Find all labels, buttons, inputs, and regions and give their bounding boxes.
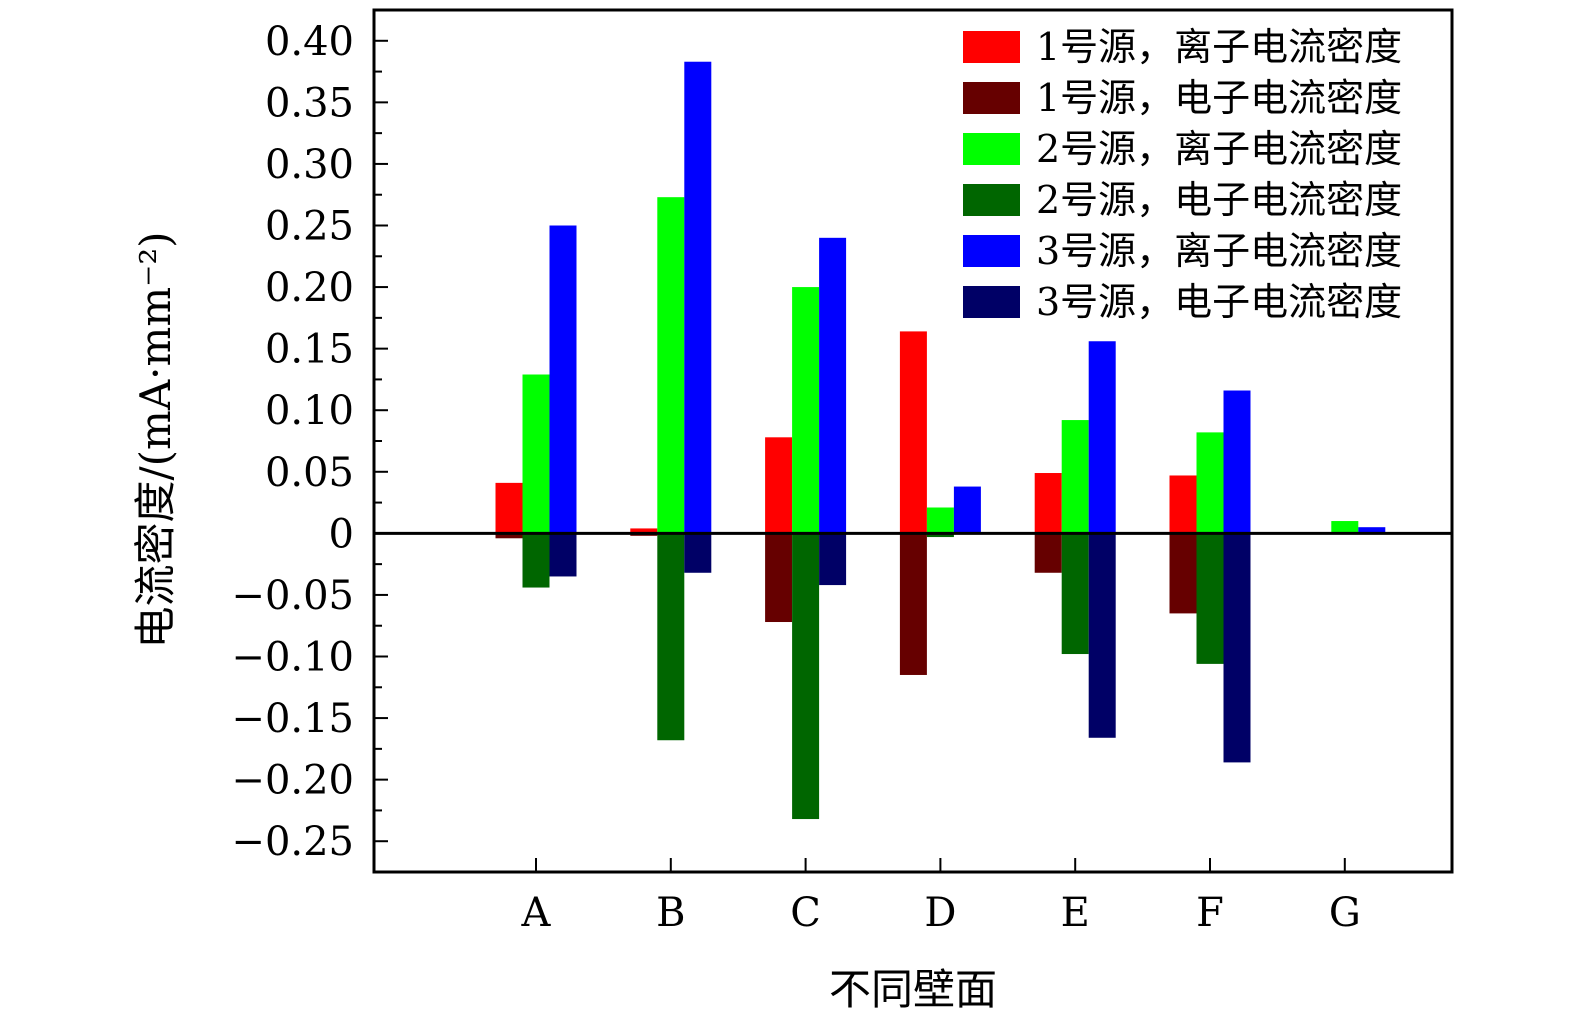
bar-s4-a bbox=[522, 533, 550, 588]
x-tick-label-e: E bbox=[1061, 890, 1090, 936]
legend-label: 1号源，离子电流密度 bbox=[1036, 25, 1402, 69]
bar-s5-b bbox=[684, 61, 712, 534]
legend: 1号源，离子电流密度 1号源，电子电流密度 2号源，离子电流密度 2号源，电子电流密度… bbox=[963, 25, 1402, 324]
y-axis-title: 电流密度/(mA·mm⁻²) bbox=[131, 231, 180, 648]
y-tick-label: −0.15 bbox=[231, 696, 354, 742]
bar-s5-e bbox=[1088, 341, 1116, 534]
bar-s4-b bbox=[657, 533, 685, 741]
bar-s3-e bbox=[1061, 420, 1089, 534]
legend-swatch bbox=[963, 286, 1020, 318]
bar-s1-f bbox=[1169, 475, 1197, 534]
y-tick-label: 0.05 bbox=[265, 450, 354, 496]
bar-s1-c bbox=[765, 437, 793, 534]
bar-s5-c bbox=[819, 237, 847, 534]
bar-s2-c bbox=[765, 533, 793, 623]
bar-s6-a bbox=[549, 533, 577, 577]
legend-swatch bbox=[963, 133, 1020, 165]
y-tick-label: 0.15 bbox=[265, 327, 354, 373]
bar-s4-d bbox=[926, 533, 954, 538]
bars-group bbox=[495, 61, 1386, 820]
x-tick-label-g: G bbox=[1329, 890, 1361, 936]
bar-s3-g bbox=[1331, 521, 1359, 534]
bar-s1-e bbox=[1034, 473, 1062, 534]
bar-s3-a bbox=[522, 374, 550, 534]
legend-swatch bbox=[963, 31, 1020, 63]
x-tick-label-a: A bbox=[521, 890, 552, 936]
bar-s5-f bbox=[1223, 390, 1251, 534]
y-tick-label: −0.05 bbox=[231, 573, 354, 619]
y-tick-label: 0.30 bbox=[265, 142, 354, 188]
x-tick-label-d: D bbox=[924, 890, 956, 936]
bar-s5-g bbox=[1358, 527, 1386, 534]
bar-s1-d bbox=[899, 331, 927, 534]
y-tick-label: 0.25 bbox=[265, 204, 354, 250]
bar-s5-a bbox=[549, 225, 577, 534]
bar-s6-f bbox=[1223, 533, 1251, 763]
legend-label: 2号源，电子电流密度 bbox=[1036, 178, 1402, 222]
y-ticks-group: 0.40 0.35 0.30 0.25 0.20 0.15 0.10 0.05 0 −0.05 −0… bbox=[231, 19, 388, 865]
y-tick-label: −0.10 bbox=[231, 635, 354, 681]
bar-s2-e bbox=[1034, 533, 1062, 573]
bar-s2-f bbox=[1169, 533, 1197, 614]
legend-label: 1号源，电子电流密度 bbox=[1036, 76, 1402, 120]
bar-s1-a bbox=[495, 482, 523, 534]
x-tick-label-f: F bbox=[1196, 890, 1224, 936]
y-tick-label: −0.20 bbox=[231, 758, 354, 804]
bar-s2-d bbox=[899, 533, 927, 675]
legend-label: 2号源，离子电流密度 bbox=[1036, 127, 1402, 171]
legend-label: 3号源，离子电流密度 bbox=[1036, 229, 1402, 273]
bar-s6-c bbox=[819, 533, 847, 586]
x-tick-label-c: C bbox=[790, 890, 821, 936]
bar-s2-a bbox=[495, 533, 523, 539]
bar-s3-d bbox=[926, 507, 954, 534]
y-tick-label: 0.40 bbox=[265, 19, 354, 65]
legend-label: 3号源，电子电流密度 bbox=[1036, 280, 1402, 324]
bar-s3-c bbox=[792, 287, 820, 534]
bar-s4-c bbox=[792, 533, 820, 820]
x-tick-label-b: B bbox=[656, 890, 685, 936]
y-tick-label: 0.10 bbox=[265, 388, 354, 434]
bar-s3-b bbox=[657, 197, 685, 534]
x-ticks-group: A B C D E F G bbox=[521, 858, 1361, 936]
bar-s6-e bbox=[1088, 533, 1116, 738]
y-tick-label: 0.35 bbox=[265, 80, 354, 126]
legend-swatch bbox=[963, 82, 1020, 114]
bar-s6-b bbox=[684, 533, 712, 573]
bar-s1-b bbox=[630, 528, 658, 534]
y-tick-label: −0.25 bbox=[231, 819, 354, 865]
bar-s4-f bbox=[1196, 533, 1224, 664]
bar-s3-f bbox=[1196, 432, 1224, 534]
bar-s5-d bbox=[953, 486, 981, 534]
x-axis-title: 不同壁面 bbox=[829, 965, 997, 1014]
legend-swatch bbox=[963, 184, 1020, 216]
bar-s4-e bbox=[1061, 533, 1089, 655]
y-tick-label: 0.20 bbox=[265, 265, 354, 311]
y-tick-label: 0 bbox=[329, 511, 354, 557]
legend-swatch bbox=[963, 235, 1020, 267]
